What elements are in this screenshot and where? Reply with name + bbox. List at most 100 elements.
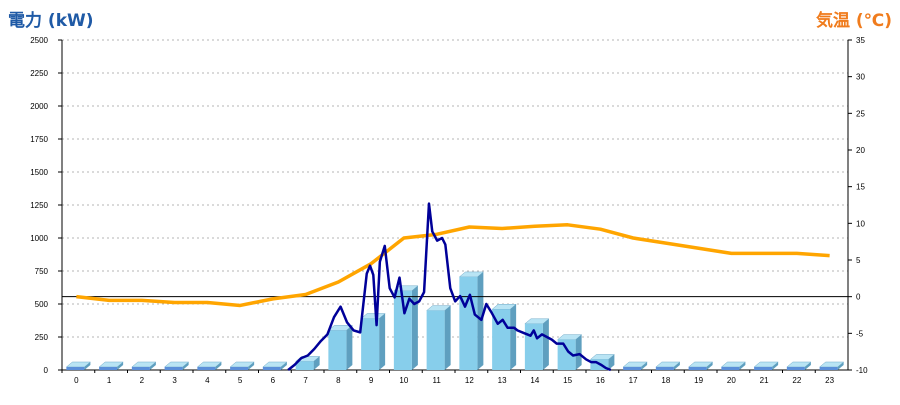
bar-side xyxy=(837,362,844,370)
bar-front xyxy=(66,367,85,370)
left-axis-tick-label: 250 xyxy=(35,333,49,342)
bar xyxy=(818,361,845,370)
bar-front xyxy=(557,339,576,370)
bar xyxy=(393,285,419,370)
bar-side xyxy=(117,362,124,370)
x-axis-tick-label: 11 xyxy=(432,376,441,385)
bar-side xyxy=(84,362,91,370)
bar xyxy=(786,361,812,370)
bar-side xyxy=(149,362,156,370)
bar-front xyxy=(819,367,838,370)
left-axis-tick-label: 0 xyxy=(44,366,49,375)
bar-side xyxy=(575,334,582,370)
x-axis-tick-label: 9 xyxy=(369,376,374,385)
bar xyxy=(131,361,157,370)
x-axis-tick-label: 23 xyxy=(825,376,834,385)
bar-front xyxy=(688,367,707,370)
bar-side xyxy=(804,362,811,370)
right-axis-tick-label: -5 xyxy=(856,329,864,338)
bar xyxy=(458,271,485,370)
bar-side xyxy=(477,271,484,370)
x-axis-tick-label: 18 xyxy=(661,376,670,385)
x-axis-tick-label: 13 xyxy=(498,376,507,385)
bar-front xyxy=(786,367,805,370)
bar-side xyxy=(182,362,189,370)
x-axis-tick-label: 0 xyxy=(74,376,79,385)
bar xyxy=(229,361,255,370)
x-axis-tick-label: 16 xyxy=(596,376,605,385)
bar xyxy=(163,361,190,370)
bar-side xyxy=(608,354,615,370)
right-axis-title: 気温 (℃) xyxy=(815,11,892,31)
x-axis-tick-label: 17 xyxy=(629,376,638,385)
power-line xyxy=(287,202,612,372)
bar xyxy=(655,361,681,370)
bar-side xyxy=(248,362,255,370)
bar-front xyxy=(164,367,183,370)
bar-front xyxy=(295,361,314,370)
right-axis-tick-label: 25 xyxy=(856,109,865,118)
x-axis-tick-label: 4 xyxy=(205,376,210,385)
bar-front xyxy=(99,367,118,370)
bar-front xyxy=(393,290,412,370)
bar-front xyxy=(328,330,347,370)
bar-front xyxy=(262,367,281,370)
left-axis-tick-label: 1000 xyxy=(30,234,48,243)
bar-side xyxy=(673,362,680,370)
left-axis-title: 電力 (kW) xyxy=(8,11,94,31)
bar xyxy=(622,361,648,370)
bar xyxy=(98,361,124,370)
bar-front xyxy=(655,367,674,370)
bar-side xyxy=(215,362,222,370)
bar-side xyxy=(706,362,713,370)
bar xyxy=(262,361,288,370)
x-axis-tick-label: 8 xyxy=(336,376,341,385)
right-axis-tick-label: 10 xyxy=(856,219,865,228)
x-axis-tick-label: 14 xyxy=(530,376,539,385)
x-axis-tick-label: 19 xyxy=(694,376,703,385)
left-axis-tick-label: 1250 xyxy=(30,201,48,210)
right-axis-tick-label: -10 xyxy=(856,366,868,375)
bar-front xyxy=(459,276,478,370)
x-axis-tick-label: 2 xyxy=(140,376,145,385)
bar-side xyxy=(280,362,287,370)
bar-front xyxy=(230,367,249,370)
bar-side xyxy=(444,305,451,370)
right-axis-tick-label: 35 xyxy=(856,36,865,45)
right-axis-tick-label: 0 xyxy=(856,293,861,302)
bar-side xyxy=(510,304,517,370)
x-axis-tick-label: 21 xyxy=(760,376,769,385)
x-axis-tick-label: 20 xyxy=(727,376,736,385)
right-axis-tick-label: 20 xyxy=(856,146,865,155)
temperature-line xyxy=(76,223,830,308)
bar xyxy=(687,361,714,370)
left-axis-tick-label: 2000 xyxy=(30,102,48,111)
x-axis-tick-label: 1 xyxy=(107,376,112,385)
x-axis-tick-label: 3 xyxy=(172,376,177,385)
bar-front xyxy=(623,367,642,370)
right-axis-tick-label: 30 xyxy=(856,73,865,82)
left-axis-tick-label: 1500 xyxy=(30,168,48,177)
bar xyxy=(425,305,452,370)
bar xyxy=(720,361,747,370)
bar-side xyxy=(641,362,648,370)
bar-front xyxy=(361,318,380,370)
x-axis-tick-label: 10 xyxy=(399,376,408,385)
bar-front xyxy=(426,310,445,370)
bar-side xyxy=(346,325,353,370)
x-axis-tick-label: 22 xyxy=(792,376,801,385)
bar-front xyxy=(197,367,216,370)
bar xyxy=(491,304,517,370)
bar xyxy=(524,318,550,370)
bar xyxy=(753,361,779,370)
right-axis-tick-label: 15 xyxy=(856,183,865,192)
bar-side xyxy=(542,318,549,370)
bar-side xyxy=(739,362,746,370)
left-axis-tick-label: 750 xyxy=(35,267,49,276)
x-axis-tick-label: 5 xyxy=(238,376,243,385)
left-axis-tick-label: 500 xyxy=(35,300,49,309)
left-axis-tick-label: 1750 xyxy=(30,135,48,144)
x-axis-tick-label: 6 xyxy=(271,376,276,385)
